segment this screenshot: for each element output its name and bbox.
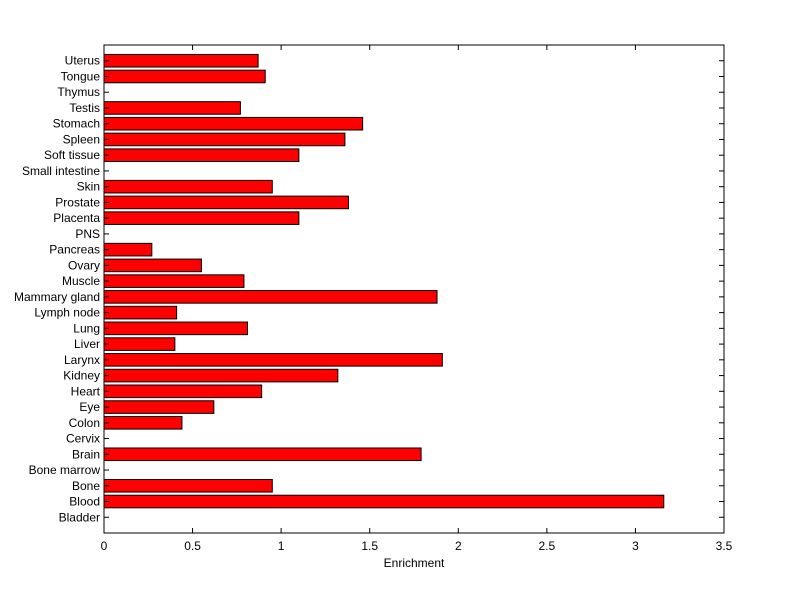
y-tick-label: Thymus xyxy=(57,85,100,99)
y-tick-label: Lymph node xyxy=(34,306,100,320)
y-tick-label: Eye xyxy=(79,400,100,414)
y-tick-label: Tongue xyxy=(61,69,101,83)
bar-skin xyxy=(103,179,273,194)
y-tick-label: Testis xyxy=(69,101,100,115)
y-tick-label: Bone marrow xyxy=(29,463,101,477)
bar-brain xyxy=(103,447,422,462)
y-tick-label: Small intestine xyxy=(22,164,100,178)
y-tick-label: Heart xyxy=(71,384,101,398)
bar-prostate xyxy=(103,195,349,210)
bar-heart xyxy=(103,384,263,399)
bar-muscle xyxy=(103,274,245,288)
y-tick-label: Larynx xyxy=(64,353,100,367)
bar-soft-tissue xyxy=(103,148,300,162)
x-tick-label: 1 xyxy=(278,539,285,553)
x-tick-labels: 0 0.5 1 1.5 2 2.5 3 3.5 xyxy=(101,539,733,553)
bar-mammary-gland xyxy=(103,290,438,304)
bar-larynx xyxy=(103,353,443,367)
bar-blood xyxy=(103,494,665,509)
bars-group xyxy=(103,53,665,509)
y-tick-label: Spleen xyxy=(63,132,100,146)
y-tick-label: Placenta xyxy=(53,211,100,225)
bar-colon xyxy=(103,416,183,430)
bar-lymph-node xyxy=(103,305,178,320)
x-tick-label: 3 xyxy=(632,539,639,553)
bar-ovary xyxy=(103,258,202,273)
bar-placenta xyxy=(103,211,300,225)
y-tick-label: Ovary xyxy=(68,258,100,272)
bar-kidney xyxy=(103,368,339,383)
y-tick-label: Skin xyxy=(77,180,100,194)
y-tick-label: Uterus xyxy=(65,54,100,68)
y-tick-label: PNS xyxy=(75,227,100,241)
y-tick-label: Bladder xyxy=(59,510,100,524)
y-tick-label: Prostate xyxy=(55,195,100,209)
y-tick-label: Bone xyxy=(72,479,100,493)
y-tick-label: Kidney xyxy=(63,369,100,383)
x-tick-label: 0 xyxy=(101,539,108,553)
y-tick-label: Pancreas xyxy=(49,243,100,257)
y-tick-label: Blood xyxy=(69,495,100,509)
x-tick-label: 2.5 xyxy=(539,539,556,553)
x-axis-label: Enrichment xyxy=(384,556,445,570)
bar-stomach xyxy=(103,116,364,131)
bar-tongue xyxy=(103,69,266,84)
bar-uterus xyxy=(103,53,259,68)
x-tick-label: 3.5 xyxy=(716,539,733,553)
x-tick-label: 0.5 xyxy=(184,539,201,553)
y-tick-label: Soft tissue xyxy=(44,148,100,162)
bar-spleen xyxy=(103,132,346,147)
y-tick-label: Stomach xyxy=(53,117,100,131)
x-tick-label: 1.5 xyxy=(361,539,378,553)
bar-lung xyxy=(103,321,248,336)
y-tick-label: Lung xyxy=(73,321,100,335)
bar-pancreas xyxy=(103,242,153,257)
y-tick-label: Muscle xyxy=(62,274,100,288)
axes-box xyxy=(103,44,725,534)
bar-eye xyxy=(103,400,215,414)
y-tick-label: Mammary gland xyxy=(14,290,100,304)
bar-testis xyxy=(103,101,241,115)
x-tick-label: 2 xyxy=(455,539,462,553)
y-tick-label: Brain xyxy=(72,447,100,461)
y-tick-label: Colon xyxy=(69,416,100,430)
y-tick-label: Cervix xyxy=(66,432,100,446)
bar-bone xyxy=(103,478,273,493)
y-tick-label: Liver xyxy=(74,337,100,351)
bar-liver xyxy=(103,337,176,351)
